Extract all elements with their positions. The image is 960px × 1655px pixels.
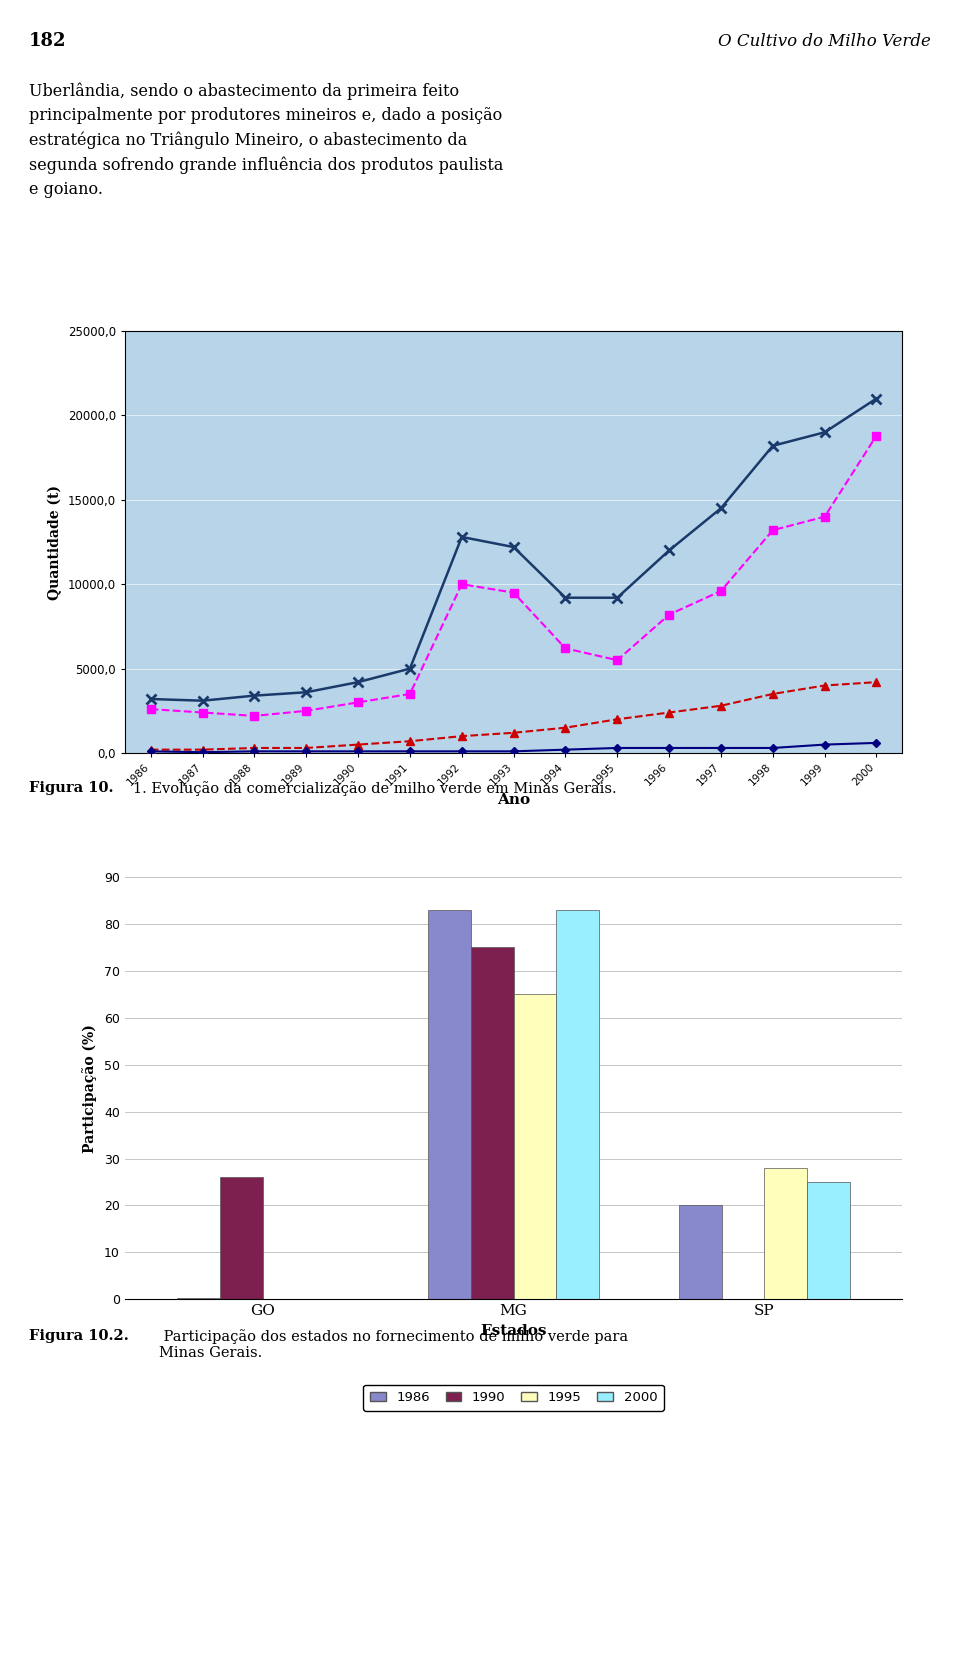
Bar — [220, 1177, 263, 1299]
Bar — [679, 1205, 722, 1299]
Text: Participação dos estados no fornecimento de milho verde para
Minas Gerais.: Participação dos estados no fornecimento… — [158, 1329, 628, 1360]
Text: Figura 10.2.: Figura 10.2. — [29, 1329, 129, 1342]
Text: 182: 182 — [29, 33, 66, 50]
X-axis label: Ano: Ano — [497, 793, 530, 808]
Bar — [471, 947, 514, 1299]
Y-axis label: Quantidade (t): Quantidade (t) — [48, 485, 62, 599]
Bar — [556, 910, 599, 1299]
Y-axis label: Participação (%): Participação (%) — [83, 1024, 97, 1152]
Legend: 1986, 1990, 1995, 2000: 1986, 1990, 1995, 2000 — [363, 1385, 664, 1410]
Text: O Cultivo do Milho Verde: O Cultivo do Milho Verde — [718, 33, 931, 50]
Legend: GO, MG, SP, TOT: GO, MG, SP, TOT — [350, 897, 677, 923]
Bar — [428, 910, 471, 1299]
Text: Uberlândia, sendo o abastecimento da primeira feito
principalmente por produtore: Uberlândia, sendo o abastecimento da pri… — [29, 83, 503, 199]
Bar — [764, 1168, 807, 1299]
X-axis label: Estados: Estados — [480, 1324, 547, 1337]
Text: 1. Evolução da comercialização de milho verde em Minas Gerais.: 1. Evolução da comercialização de milho … — [132, 781, 616, 796]
Text: Figura 10.: Figura 10. — [29, 781, 113, 794]
Bar — [807, 1182, 850, 1299]
Bar — [514, 995, 556, 1299]
